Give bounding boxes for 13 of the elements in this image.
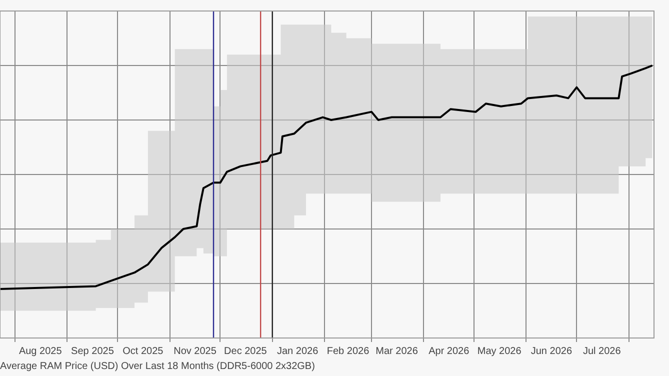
x-tick-label: Dec 2025 (224, 346, 268, 357)
x-tick-label: Apr 2026 (428, 346, 470, 357)
text: Average RAM Price (USD) Over Last 18 Months (DDR5-6000 2x32GB) (0, 360, 315, 372)
x-tick-label: Feb 2026 (326, 346, 370, 357)
x-tick-label: Nov 2025 (174, 346, 217, 357)
x-tick-label: May 2026 (477, 346, 522, 357)
x-tick-label: Aug 2025 (18, 346, 62, 357)
x-tick-label: Jun 2026 (530, 346, 572, 357)
x-tick-label: Sep 2025 (71, 346, 114, 357)
x-tick-label: Oct 2025 (122, 346, 164, 357)
x-tick-label: Mar 2026 (376, 346, 418, 357)
x-tick-label: Jan 2026 (277, 346, 319, 357)
x-tick-label: Jul 2026 (582, 346, 622, 357)
